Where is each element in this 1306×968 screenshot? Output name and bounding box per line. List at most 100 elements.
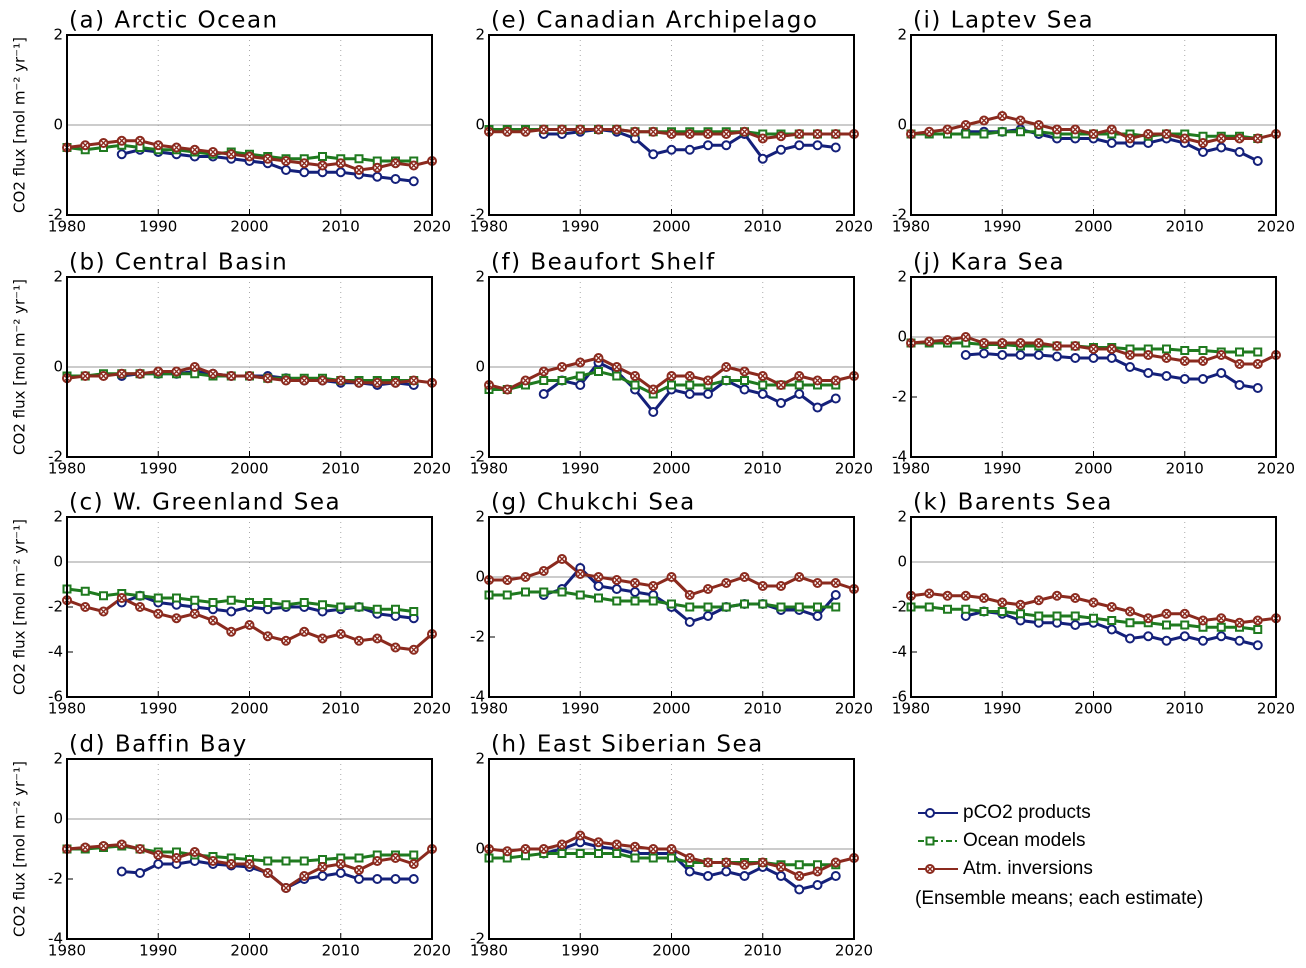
x-tick-label: 1980 bbox=[892, 700, 930, 718]
marker bbox=[739, 871, 750, 881]
x-tick-label: 2000 bbox=[652, 218, 690, 236]
marker-cross bbox=[118, 595, 125, 601]
marker bbox=[831, 602, 841, 612]
marker bbox=[685, 380, 695, 390]
marker bbox=[593, 353, 604, 363]
marker-cross bbox=[1254, 617, 1261, 624]
marker-cross bbox=[796, 131, 803, 137]
y-tick-label: -4 bbox=[892, 448, 907, 466]
marker bbox=[1162, 620, 1171, 630]
marker bbox=[1161, 129, 1172, 139]
marker bbox=[98, 371, 109, 381]
marker bbox=[153, 593, 163, 603]
marker bbox=[757, 581, 768, 591]
marker-cross bbox=[999, 113, 1006, 119]
marker-cross bbox=[1127, 608, 1133, 615]
marker-cross bbox=[1236, 619, 1243, 626]
marker bbox=[538, 389, 549, 399]
marker-cross bbox=[814, 131, 821, 137]
marker bbox=[116, 135, 127, 146]
marker bbox=[520, 844, 531, 854]
marker bbox=[336, 602, 346, 612]
marker-ring bbox=[317, 871, 328, 881]
marker-cross bbox=[559, 364, 565, 370]
marker bbox=[1033, 120, 1044, 130]
marker bbox=[189, 847, 200, 857]
marker bbox=[703, 375, 713, 386]
y-tick-label: -2 bbox=[892, 598, 907, 616]
y-tick-label: 0 bbox=[475, 840, 485, 858]
marker bbox=[135, 591, 145, 601]
marker bbox=[391, 604, 400, 614]
panel-title: (k) Barents Sea bbox=[913, 490, 1113, 516]
marker bbox=[1143, 350, 1154, 360]
marker bbox=[99, 591, 108, 601]
marker bbox=[1198, 374, 1208, 384]
marker-cross bbox=[632, 580, 638, 586]
marker bbox=[281, 635, 291, 646]
marker bbox=[1089, 613, 1098, 623]
panel-title: (f) Beaufort Shelf bbox=[491, 250, 716, 276]
marker bbox=[153, 608, 164, 619]
marker bbox=[630, 126, 640, 137]
marker-cross bbox=[999, 599, 1006, 606]
marker bbox=[317, 375, 328, 386]
y-tick-label: 0 bbox=[475, 568, 485, 586]
marker bbox=[703, 389, 713, 399]
marker bbox=[721, 578, 732, 588]
panel-title: (e) Canadian Archipelago bbox=[491, 8, 818, 34]
marker-ring bbox=[703, 611, 713, 621]
marker bbox=[757, 389, 768, 399]
marker-ring bbox=[1106, 353, 1117, 363]
marker bbox=[575, 569, 586, 579]
marker-cross bbox=[301, 628, 308, 635]
y-tick-label: 2 bbox=[53, 26, 63, 44]
marker bbox=[1179, 356, 1190, 366]
marker bbox=[794, 572, 805, 582]
marker-cross bbox=[522, 128, 529, 135]
x-tick-label: 1980 bbox=[48, 218, 86, 236]
marker-ring bbox=[1052, 351, 1062, 362]
marker bbox=[520, 375, 531, 386]
marker bbox=[1125, 362, 1135, 372]
marker-cross bbox=[668, 131, 675, 137]
marker bbox=[1252, 640, 1263, 651]
marker bbox=[1198, 635, 1208, 646]
marker bbox=[538, 844, 549, 854]
marker bbox=[630, 841, 640, 852]
x-tick-label: 2020 bbox=[1257, 218, 1295, 236]
marker bbox=[538, 566, 549, 576]
marker-cross bbox=[613, 364, 620, 370]
marker-cross bbox=[191, 849, 198, 855]
marker bbox=[630, 578, 640, 588]
marker bbox=[335, 375, 346, 386]
x-tick-label: 2020 bbox=[1257, 460, 1295, 478]
marker-cross bbox=[319, 162, 326, 169]
marker-cross bbox=[504, 128, 511, 135]
marker bbox=[354, 602, 364, 612]
marker bbox=[1216, 631, 1227, 642]
marker-ring bbox=[1198, 147, 1208, 157]
marker-ring bbox=[1088, 353, 1099, 363]
marker bbox=[667, 380, 676, 390]
marker-ring bbox=[648, 149, 659, 160]
marker-cross bbox=[1145, 131, 1152, 137]
marker-cross bbox=[705, 377, 711, 384]
marker-cross bbox=[1108, 346, 1115, 352]
marker bbox=[1253, 347, 1263, 357]
marker-ring bbox=[757, 153, 768, 164]
marker-ring bbox=[372, 874, 383, 884]
marker bbox=[739, 859, 750, 870]
marker-cross bbox=[374, 379, 381, 386]
marker-ring bbox=[408, 176, 419, 187]
marker bbox=[171, 366, 182, 377]
marker bbox=[354, 865, 364, 875]
marker bbox=[666, 371, 677, 381]
marker bbox=[611, 124, 622, 135]
marker-ring bbox=[648, 407, 659, 417]
marker-cross bbox=[595, 355, 602, 361]
marker bbox=[924, 336, 935, 347]
marker-cross bbox=[118, 370, 125, 377]
panel-title: (c) W. Greenland Sea bbox=[69, 490, 341, 516]
marker bbox=[997, 338, 1008, 348]
